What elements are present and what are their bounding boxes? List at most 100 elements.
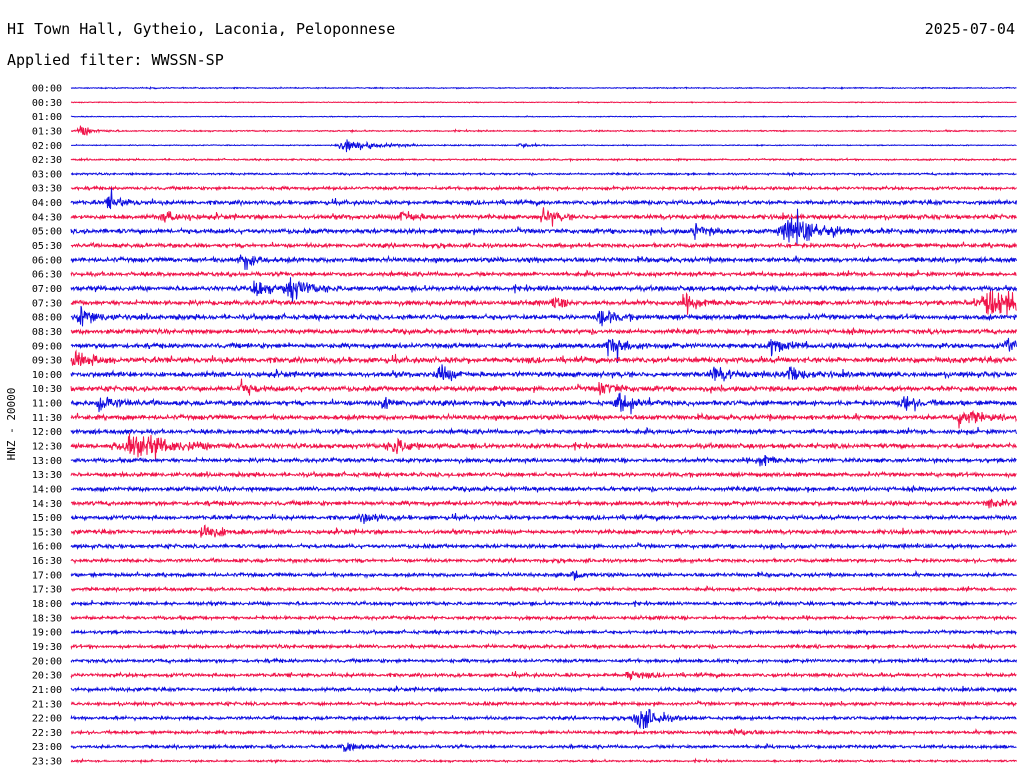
row-label: 17:30 [32,585,62,596]
row-label: 18:30 [32,613,62,624]
row-label: 05:30 [32,241,62,252]
trace-row [70,207,1017,227]
trace-row [70,708,1017,730]
row-label: 00:30 [32,98,62,109]
row-label: 07:30 [32,298,62,309]
row-label: 01:00 [32,112,62,123]
trace-row [70,524,1017,538]
row-label: 03:00 [32,169,62,180]
trace-row [70,512,1017,524]
trace-row [70,614,1017,622]
date-label: 2025-07-04 [924,20,1015,38]
row-label: 17:00 [32,570,62,581]
trace-row [70,100,1017,105]
trace-row [70,556,1017,565]
row-label: 08:00 [32,313,62,324]
trace-row [70,364,1017,382]
row-label: 07:00 [32,284,62,295]
row-label: 02:30 [32,155,62,166]
row-label: 19:00 [32,628,62,639]
row-label: 18:00 [32,599,62,610]
trace-row [70,305,1017,327]
trace-row [70,269,1017,279]
row-label: 16:00 [32,542,62,553]
row-label: 23:30 [32,757,62,768]
row-label: 01:30 [32,126,62,137]
trace-row [70,757,1017,765]
trace-row [70,742,1017,752]
row-labels: 00:00 00:30 01:00 01:30 02:00 02:30 03:00 03:30… [32,84,62,768]
trace-row [70,454,1017,467]
row-label: 23:00 [32,742,62,753]
trace-row [70,470,1017,479]
trace-row [70,498,1017,509]
seismic-traces [70,85,1017,765]
trace-row [70,378,1017,396]
row-label: 10:00 [32,370,62,381]
row-label: 00:00 [32,84,62,95]
trace-row [70,157,1017,163]
trace-row [70,171,1017,178]
row-label: 04:30 [32,212,62,223]
trace-row [70,326,1017,336]
station-title: HI Town Hall, Gytheio, Laconia, Peloponn… [7,20,396,38]
trace-row [70,188,1017,210]
row-label: 22:00 [32,714,62,725]
trace-row [70,392,1017,415]
row-label: 20:00 [32,656,62,667]
trace-row [71,139,1017,153]
row-label: 19:30 [32,642,62,653]
row-label: 08:30 [32,327,62,338]
row-label: 15:30 [32,527,62,538]
row-label: 13:30 [32,470,62,481]
row-label: 02:00 [32,141,62,152]
trace-row [70,277,1017,303]
row-label: 16:30 [32,556,62,567]
row-label: 09:30 [32,356,62,367]
trace-row [70,409,1017,429]
row-label: 22:30 [32,728,62,739]
row-label: 11:00 [32,399,62,410]
trace-row [70,484,1017,494]
trace-row [70,85,1017,91]
trace-row [70,728,1017,737]
trace-row [70,337,1017,363]
trace-row [70,685,1017,694]
trace-row [70,656,1017,665]
row-label: 15:00 [32,513,62,524]
row-label: 21:00 [32,685,62,696]
trace-row [70,254,1017,270]
row-label: 06:30 [32,270,62,281]
trace-row [71,585,1017,594]
trace-row [71,125,1017,136]
row-label: 14:30 [32,499,62,510]
row-label: 12:00 [32,427,62,438]
row-label: 03:30 [32,184,62,195]
trace-row [70,349,1017,367]
row-label: 10:30 [32,384,62,395]
row-label: 21:30 [32,699,62,710]
trace-row [70,670,1017,681]
row-label: 13:00 [32,456,62,467]
trace-row [70,542,1017,551]
trace-row [70,114,1017,119]
trace-row [70,599,1017,608]
trace-row [70,241,1017,250]
y-axis-label: HNZ - 20000 [5,388,18,461]
row-label: 14:00 [32,484,62,495]
trace-row [70,208,1017,245]
row-label: 09:00 [32,341,62,352]
trace-row [70,433,1017,460]
row-label: 11:30 [32,413,62,424]
trace-row [70,700,1017,708]
row-label: 12:30 [32,442,62,453]
row-label: 20:30 [32,671,62,682]
trace-row [70,569,1017,581]
trace-row [70,290,1017,316]
trace-row [70,184,1017,192]
trace-row [70,642,1017,651]
trace-row [70,426,1017,436]
row-label: 05:00 [32,227,62,238]
filter-label: Applied filter: WWSSN-SP [7,51,224,69]
